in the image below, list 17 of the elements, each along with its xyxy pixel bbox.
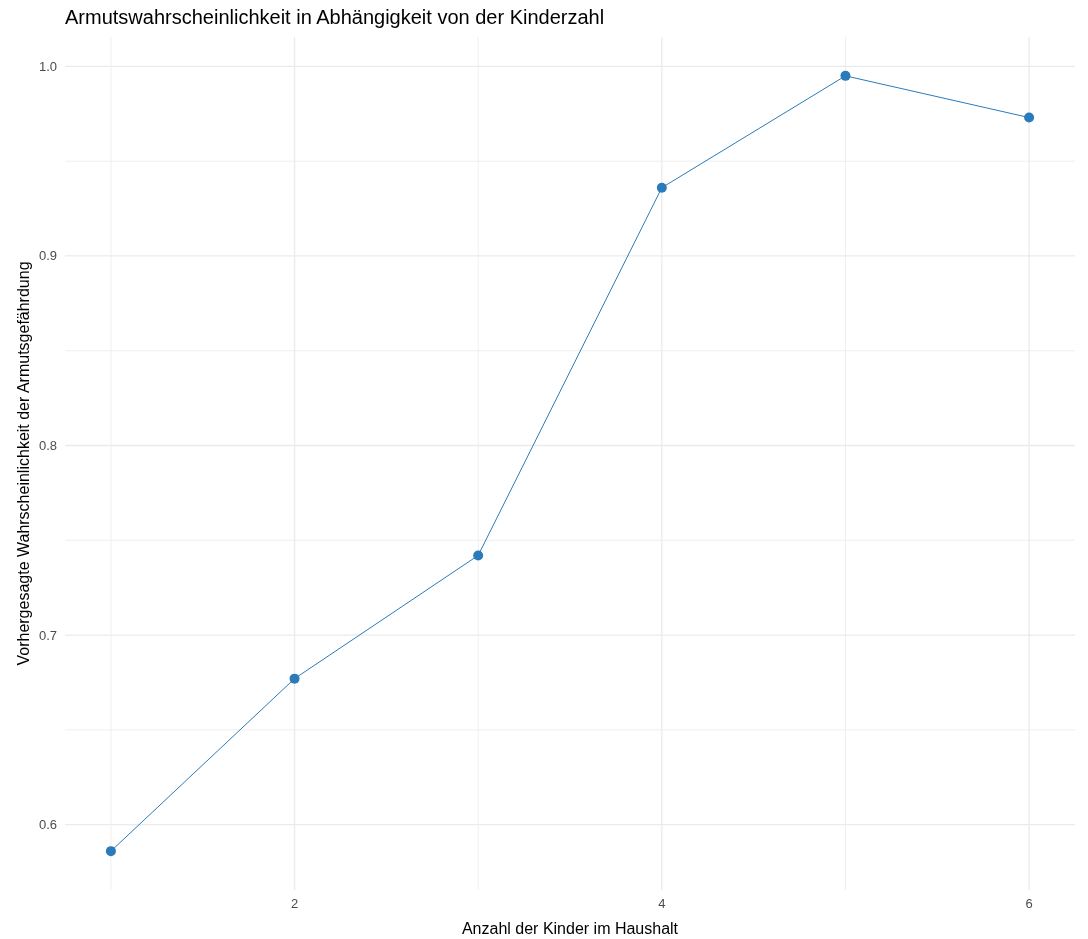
x-tick-label: 6 <box>1025 896 1033 911</box>
x-axis-title: Anzahl der Kinder im Haushalt <box>461 920 679 937</box>
y-axis-title: Vorhergesagte Wahrscheinlichkeit der Armutsgefährdung <box>15 261 32 666</box>
point <box>840 70 851 81</box>
point <box>473 550 484 561</box>
x-tick-label: 2 <box>290 896 299 911</box>
chart-title: Armutswahrscheinlichkeit in Abhängigkeit von der Kinderzahl <box>65 6 605 28</box>
point <box>1024 112 1035 123</box>
y-tick-label: 1.0 <box>38 58 57 74</box>
y-tick-label: 0.7 <box>38 627 57 643</box>
y-tick-label: 0.6 <box>38 817 57 833</box>
point <box>105 846 116 857</box>
y-tick-label: 0.9 <box>38 248 57 264</box>
point <box>289 673 300 684</box>
x-tick-label: 4 <box>658 896 666 911</box>
point <box>656 182 667 193</box>
y-tick-label: 0.8 <box>38 437 57 453</box>
